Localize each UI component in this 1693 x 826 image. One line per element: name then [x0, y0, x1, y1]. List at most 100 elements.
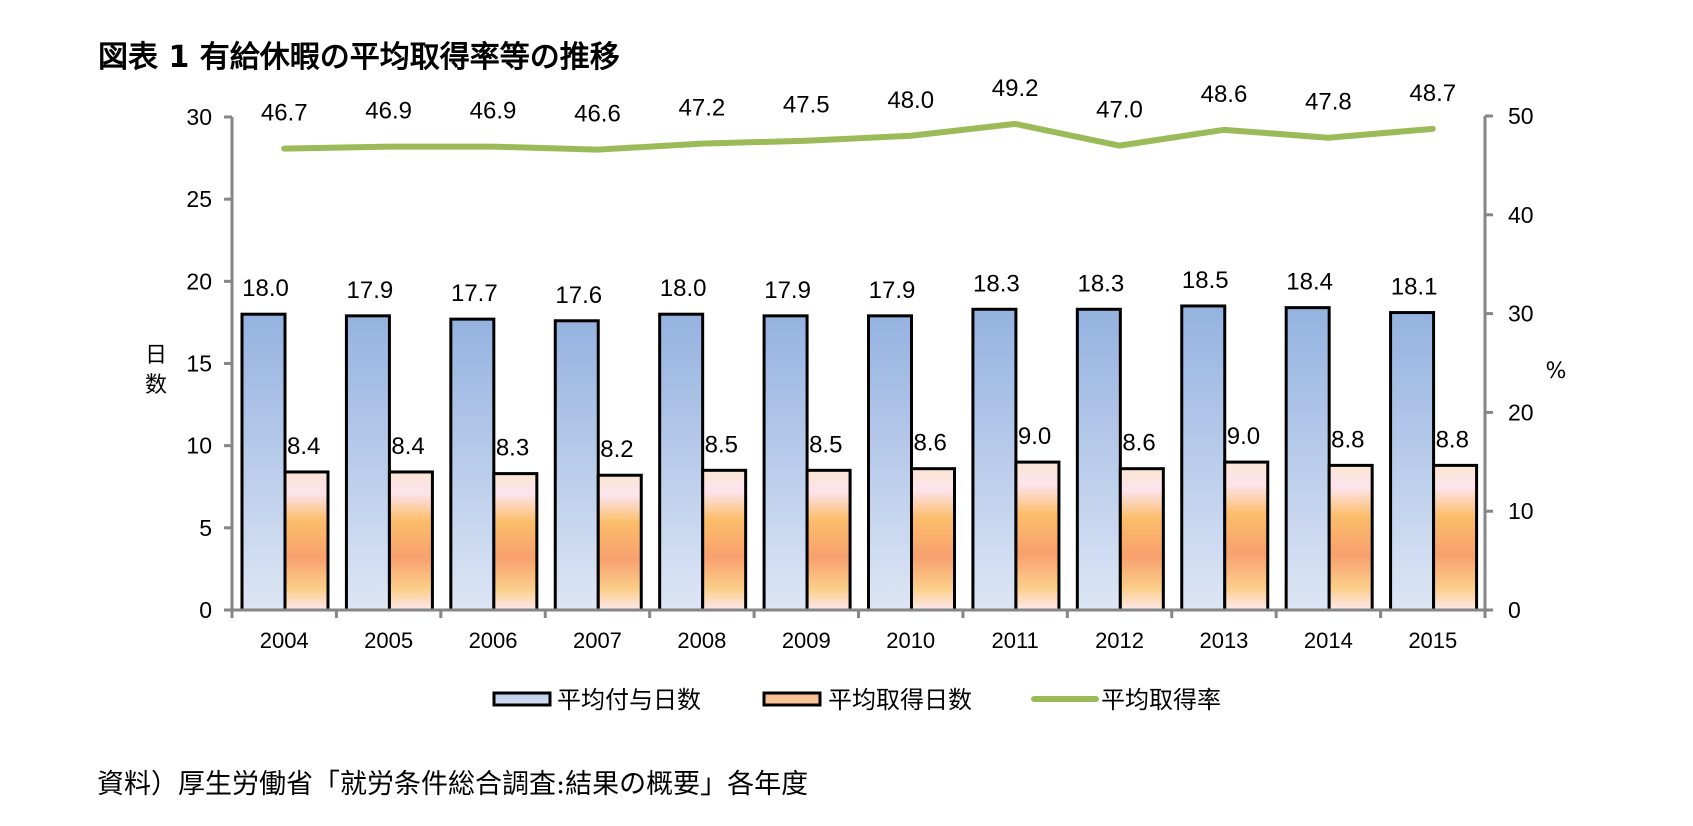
data-label-rate: 48.6: [1201, 81, 1248, 108]
bar-given-days: [658, 312, 705, 612]
legend: 平均付与日数 平均取得日数 平均取得率: [492, 686, 1221, 714]
bar-taken-days: [387, 470, 434, 612]
legend-swatch-taken-days: [762, 691, 822, 707]
data-label-rate: 49.2: [992, 75, 1039, 102]
bar-taken-days: [1223, 460, 1270, 612]
line-rate: [281, 120, 1436, 153]
y-axis-label-2: 数: [145, 373, 167, 398]
y-tick-label: 30: [186, 104, 212, 130]
bar-taken-days: [701, 468, 748, 612]
bar-given-days: [1180, 304, 1227, 612]
data-label-taken-days: 8.5: [809, 431, 842, 458]
bar-taken-days: [910, 467, 956, 612]
data-label-taken-days: 8.2: [600, 436, 633, 463]
data-label-given-days: 17.9: [347, 277, 394, 304]
bar-given-days: [240, 312, 287, 612]
data-label-rate: 47.0: [1096, 97, 1143, 124]
data-label-given-days: 17.6: [555, 282, 602, 309]
data-label-taken-days: 8.8: [1331, 426, 1364, 453]
y2-axis-label: %: [1546, 359, 1567, 384]
y2-tick-label: 30: [1508, 301, 1534, 327]
y-tick-label: 15: [186, 351, 212, 377]
data-label-rate: 46.6: [574, 101, 621, 128]
bar-given-days: [1389, 311, 1436, 612]
data-label-given-days: 17.9: [764, 277, 811, 304]
x-tick-label: 2011: [991, 628, 1038, 653]
bar-given-days: [449, 317, 496, 612]
y2-tick-label: 0: [1508, 597, 1521, 623]
data-label-given-days: 18.4: [1286, 269, 1333, 296]
x-tick-label: 2009: [782, 628, 831, 653]
x-tick-label: 2005: [364, 628, 413, 653]
x-tick-label: 2014: [1304, 628, 1353, 653]
data-label-given-days: 18.0: [660, 275, 707, 302]
y2-tick-label: 20: [1508, 399, 1534, 425]
data-label-rate: 47.5: [783, 92, 830, 119]
data-label-rate: 46.7: [261, 100, 308, 127]
legend-label-rate: 平均取得率: [1101, 686, 1221, 714]
legend-item-given-days: 平均付与日数: [492, 686, 701, 714]
data-label-given-days: 17.7: [451, 280, 498, 307]
source-footnote: 資料）厚生労働省「就労条件総合調査:結果の概要」各年度: [97, 769, 809, 800]
data-label-taken-days: 8.3: [496, 435, 529, 462]
bar-taken-days: [1327, 463, 1374, 612]
data-label-taken-days: 8.5: [705, 431, 738, 458]
bar-taken-days: [283, 470, 330, 612]
y-tick-label: 0: [199, 597, 212, 623]
data-label-rate: 47.2: [679, 95, 726, 122]
y-tick-label: 20: [186, 268, 212, 294]
x-tick-label: 2006: [469, 628, 518, 653]
y2-tick-label: 10: [1508, 498, 1534, 524]
x-tick-label: 2004: [260, 628, 309, 653]
data-label-taken-days: 8.8: [1436, 426, 1469, 453]
x-tick-label: 2015: [1408, 628, 1457, 653]
x-tick-label: 2013: [1199, 628, 1248, 653]
data-label-rate: 46.9: [365, 98, 412, 125]
bar-taken-days: [1432, 463, 1479, 612]
bar-given-days: [553, 319, 600, 612]
bar-given-days: [1284, 306, 1331, 612]
data-label-given-days: 18.5: [1182, 267, 1229, 294]
legend-item-taken-days: 平均取得日数: [762, 686, 972, 714]
data-label-taken-days: 8.4: [391, 433, 424, 460]
bar-taken-days: [596, 473, 643, 612]
bar-given-days: [762, 314, 809, 612]
legend-label-given-days: 平均付与日数: [557, 686, 701, 714]
legend-item-rate: 平均取得率: [1031, 686, 1221, 714]
data-label-rate: 48.0: [887, 87, 934, 114]
x-tick-label: 2007: [573, 628, 622, 653]
bar-taken-days: [1014, 460, 1061, 612]
data-label-rate: 47.8: [1305, 89, 1352, 116]
data-label-given-days: 18.3: [1077, 270, 1124, 297]
bar-given-days: [971, 307, 1018, 612]
bar-taken-days: [805, 468, 852, 612]
y2-tick-label: 40: [1508, 202, 1534, 228]
bar-taken-days: [492, 472, 539, 612]
bar-taken-days: [1118, 467, 1165, 612]
legend-label-taken-days: 平均取得日数: [828, 686, 972, 714]
bar-given-days: [867, 314, 913, 612]
bar-given-days: [1075, 307, 1122, 612]
y-tick-label: 10: [186, 433, 212, 459]
data-label-taken-days: 9.0: [1227, 423, 1260, 450]
data-label-given-days: 17.9: [869, 277, 916, 304]
y-axis-label-1: 日: [145, 343, 167, 368]
data-label-given-days: 18.1: [1391, 274, 1438, 301]
y2-tick-label: 50: [1508, 103, 1534, 129]
bar-given-days: [344, 314, 391, 612]
data-label-given-days: 18.0: [242, 275, 289, 302]
x-tick-label: 2010: [886, 628, 935, 653]
legend-swatch-given-days: [492, 691, 552, 707]
chart-title: 図表 1 有給休暇の平均取得率等の推移: [98, 40, 620, 75]
data-label-rate: 46.9: [470, 98, 517, 125]
data-label-rate: 48.7: [1409, 80, 1456, 107]
y-tick-label: 25: [186, 186, 212, 212]
y-tick-label: 5: [199, 515, 212, 541]
x-tick-label: 2012: [1095, 628, 1144, 653]
data-label-given-days: 18.3: [973, 270, 1020, 297]
data-label-taken-days: 8.4: [287, 433, 320, 460]
data-label-taken-days: 8.6: [914, 430, 947, 457]
data-label-taken-days: 8.6: [1122, 430, 1155, 457]
data-label-taken-days: 9.0: [1018, 423, 1051, 450]
